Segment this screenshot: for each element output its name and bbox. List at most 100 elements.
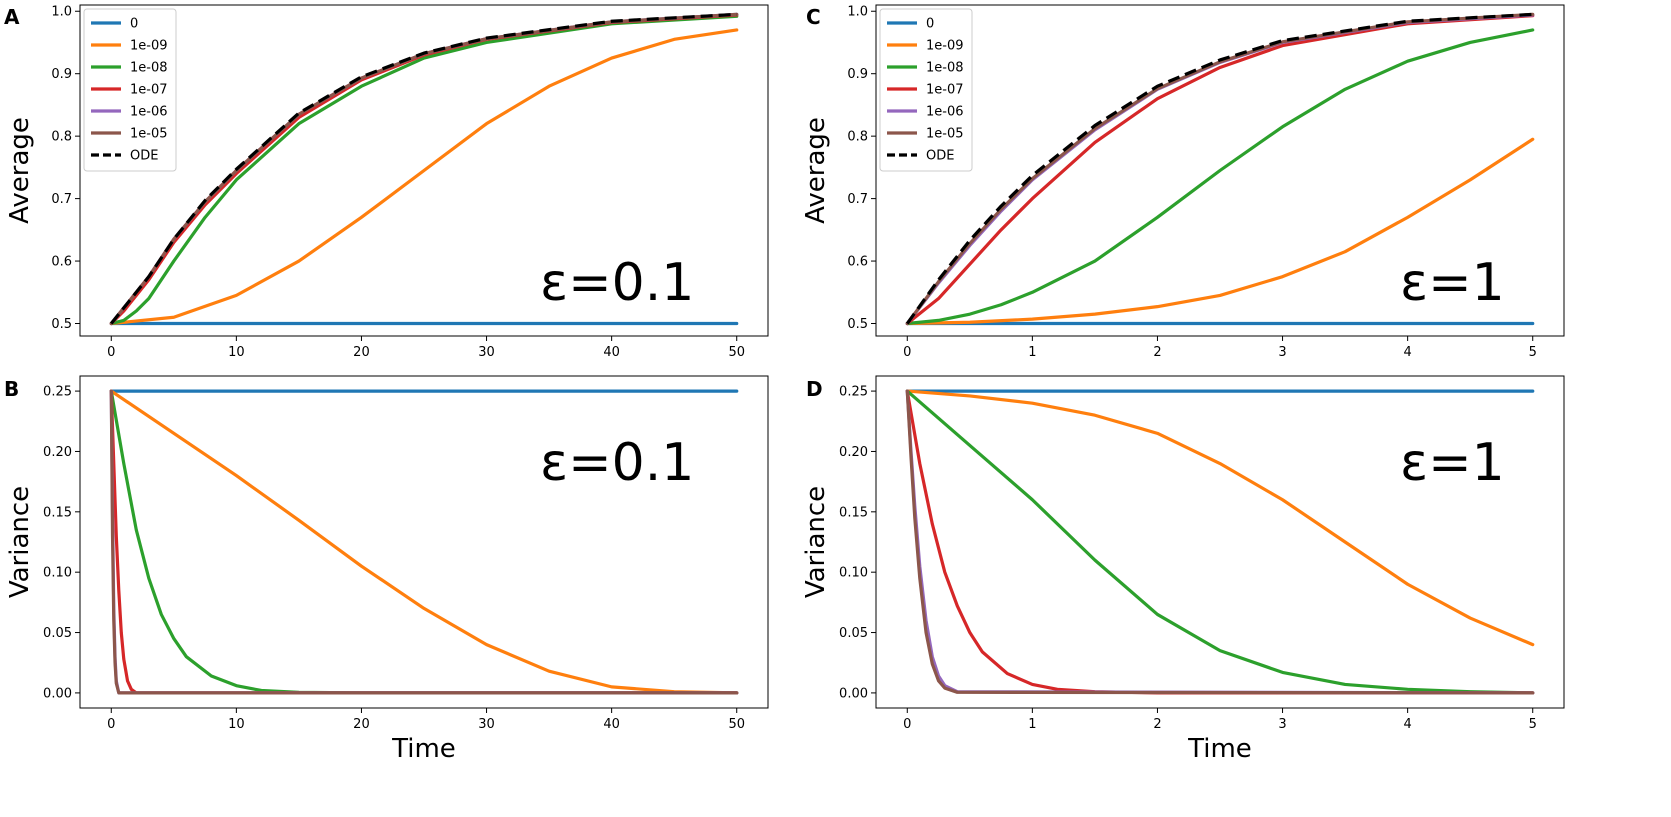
axes-frame xyxy=(79,4,769,337)
y-tick-label: 0.7 xyxy=(847,192,868,207)
legend-label: 1e-06 xyxy=(130,105,168,120)
panel-letter: B xyxy=(4,377,19,401)
legend-label: 0 xyxy=(130,17,138,32)
x-tick-label: 20 xyxy=(353,345,370,360)
legend-label: 1e-06 xyxy=(926,105,964,120)
y-tick-label: 0.10 xyxy=(839,566,868,581)
series-line-1e-08 xyxy=(905,28,1535,326)
x-axis-label: Time xyxy=(1187,734,1252,764)
legend-box xyxy=(879,8,973,172)
series-group xyxy=(109,389,739,695)
y-tick-label: 0.9 xyxy=(847,67,868,82)
x-tick-label: 40 xyxy=(603,345,620,360)
legend-label: 1e-07 xyxy=(926,83,964,98)
x-tick-label: 5 xyxy=(1529,345,1537,360)
x-tick-label: 3 xyxy=(1278,717,1286,732)
epsilon-annotation: ε=0.1 xyxy=(540,253,694,313)
y-tick-label: 0.8 xyxy=(51,130,72,145)
epsilon-annotation: ε=1 xyxy=(1400,253,1505,313)
x-tick-label: 5 xyxy=(1529,717,1537,732)
y-tick-label: 0.6 xyxy=(51,255,72,270)
legend-label: 1e-09 xyxy=(926,39,964,54)
y-tick-label: 0.15 xyxy=(839,505,868,520)
series-line-ode xyxy=(110,12,737,325)
legend-label: 1e-08 xyxy=(926,61,964,76)
legend-label: 1e-08 xyxy=(130,61,168,76)
series-group xyxy=(905,389,1535,695)
x-tick-label: 2 xyxy=(1153,717,1161,732)
x-tick-label: 10 xyxy=(228,717,245,732)
legend-label: 1e-07 xyxy=(130,83,168,98)
y-axis-label: Average xyxy=(801,117,831,224)
panel-d: 0 1 2 3 4 5 0.00 0.05 0.10 0.15 0.20 0.25 Variance Ti… xyxy=(801,375,1565,764)
series-line-1e-05 xyxy=(109,389,739,695)
axes-frame xyxy=(875,4,1565,337)
y-tick-label: 0.10 xyxy=(43,566,72,581)
y-tick-label: 0.00 xyxy=(43,686,72,701)
series-line-1e-09 xyxy=(109,28,739,326)
y-axis-label: Variance xyxy=(5,486,35,598)
panel-letter: A xyxy=(4,5,20,29)
legend: 0 1e-09 1e-08 1e-07 1e-06 1e-05 ODE xyxy=(879,8,973,172)
legend-label: ODE xyxy=(926,149,954,164)
x-tick-label: 40 xyxy=(603,717,620,732)
panel-letter: D xyxy=(806,377,823,401)
series-line-1e-07 xyxy=(905,14,1535,326)
y-tick-label: 0.00 xyxy=(839,686,868,701)
y-tick-label: 0.05 xyxy=(839,626,868,641)
series-line-1e-08 xyxy=(905,389,1535,695)
legend-label: 0 xyxy=(926,17,934,32)
panel-c: 0 1 2 3 4 5 0.5 0.6 0.7 0.8 0.9 1.0 Average Cε=1 0 1e-0… xyxy=(801,4,1565,360)
legend-label: ODE xyxy=(130,149,158,164)
legend: 0 1e-09 1e-08 1e-07 1e-06 1e-05 ODE xyxy=(83,8,177,172)
legend-label: 1e-05 xyxy=(926,127,964,142)
x-tick-label: 1 xyxy=(1028,345,1036,360)
x-tick-label: 30 xyxy=(478,345,495,360)
x-tick-label: 3 xyxy=(1278,345,1286,360)
series-line-1e-07 xyxy=(109,389,739,695)
x-tick-label: 0 xyxy=(107,345,115,360)
y-tick-label: 0.25 xyxy=(839,385,868,400)
y-tick-label: 1.0 xyxy=(51,5,72,20)
x-tick-label: 4 xyxy=(1403,717,1411,732)
x-tick-label: 10 xyxy=(228,345,245,360)
y-tick-label: 0.15 xyxy=(43,505,72,520)
panel-letter: C xyxy=(806,5,821,29)
x-tick-label: 0 xyxy=(903,717,911,732)
y-tick-label: 0.5 xyxy=(847,317,868,332)
y-axis-label: Average xyxy=(5,117,35,224)
series-group xyxy=(109,12,739,326)
axes-frame xyxy=(875,375,1565,709)
y-tick-label: 0.20 xyxy=(839,445,868,460)
x-tick-label: 20 xyxy=(353,717,370,732)
x-tick-label: 2 xyxy=(1153,345,1161,360)
x-tick-label: 0 xyxy=(903,345,911,360)
y-tick-label: 0.8 xyxy=(847,130,868,145)
x-tick-label: 0 xyxy=(107,717,115,732)
y-tick-label: 0.20 xyxy=(43,445,72,460)
y-tick-label: 0.6 xyxy=(847,255,868,270)
y-tick-label: 0.25 xyxy=(43,385,72,400)
x-axis-label: Time xyxy=(391,734,456,764)
epsilon-annotation: ε=0.1 xyxy=(540,433,694,493)
legend-box xyxy=(83,8,177,172)
series-line-1e-09 xyxy=(905,137,1535,326)
series-line-1e-08 xyxy=(109,14,739,326)
series-line-1e-09 xyxy=(109,389,739,695)
y-axis-label: Variance xyxy=(801,486,831,598)
legend-label: 1e-05 xyxy=(130,127,168,142)
y-tick-label: 0.5 xyxy=(51,317,72,332)
panel-a: 0 10 20 30 40 50 0.5 0.6 0.7 0.8 0.9 1.0 Average Aε=0… xyxy=(4,4,769,360)
y-tick-label: 0.05 xyxy=(43,626,72,641)
y-tick-label: 0.7 xyxy=(51,192,72,207)
series-line-1e-09 xyxy=(905,389,1535,647)
panel-b: 0 10 20 30 40 50 0.00 0.05 0.10 0.15 0.20 0.25 Varia… xyxy=(4,375,769,764)
axes-frame xyxy=(79,375,769,709)
series-group xyxy=(905,12,1535,326)
y-tick-label: 1.0 xyxy=(847,5,868,20)
x-tick-label: 50 xyxy=(728,717,745,732)
epsilon-annotation: ε=1 xyxy=(1400,433,1505,493)
series-line-1e-05 xyxy=(905,389,1535,695)
